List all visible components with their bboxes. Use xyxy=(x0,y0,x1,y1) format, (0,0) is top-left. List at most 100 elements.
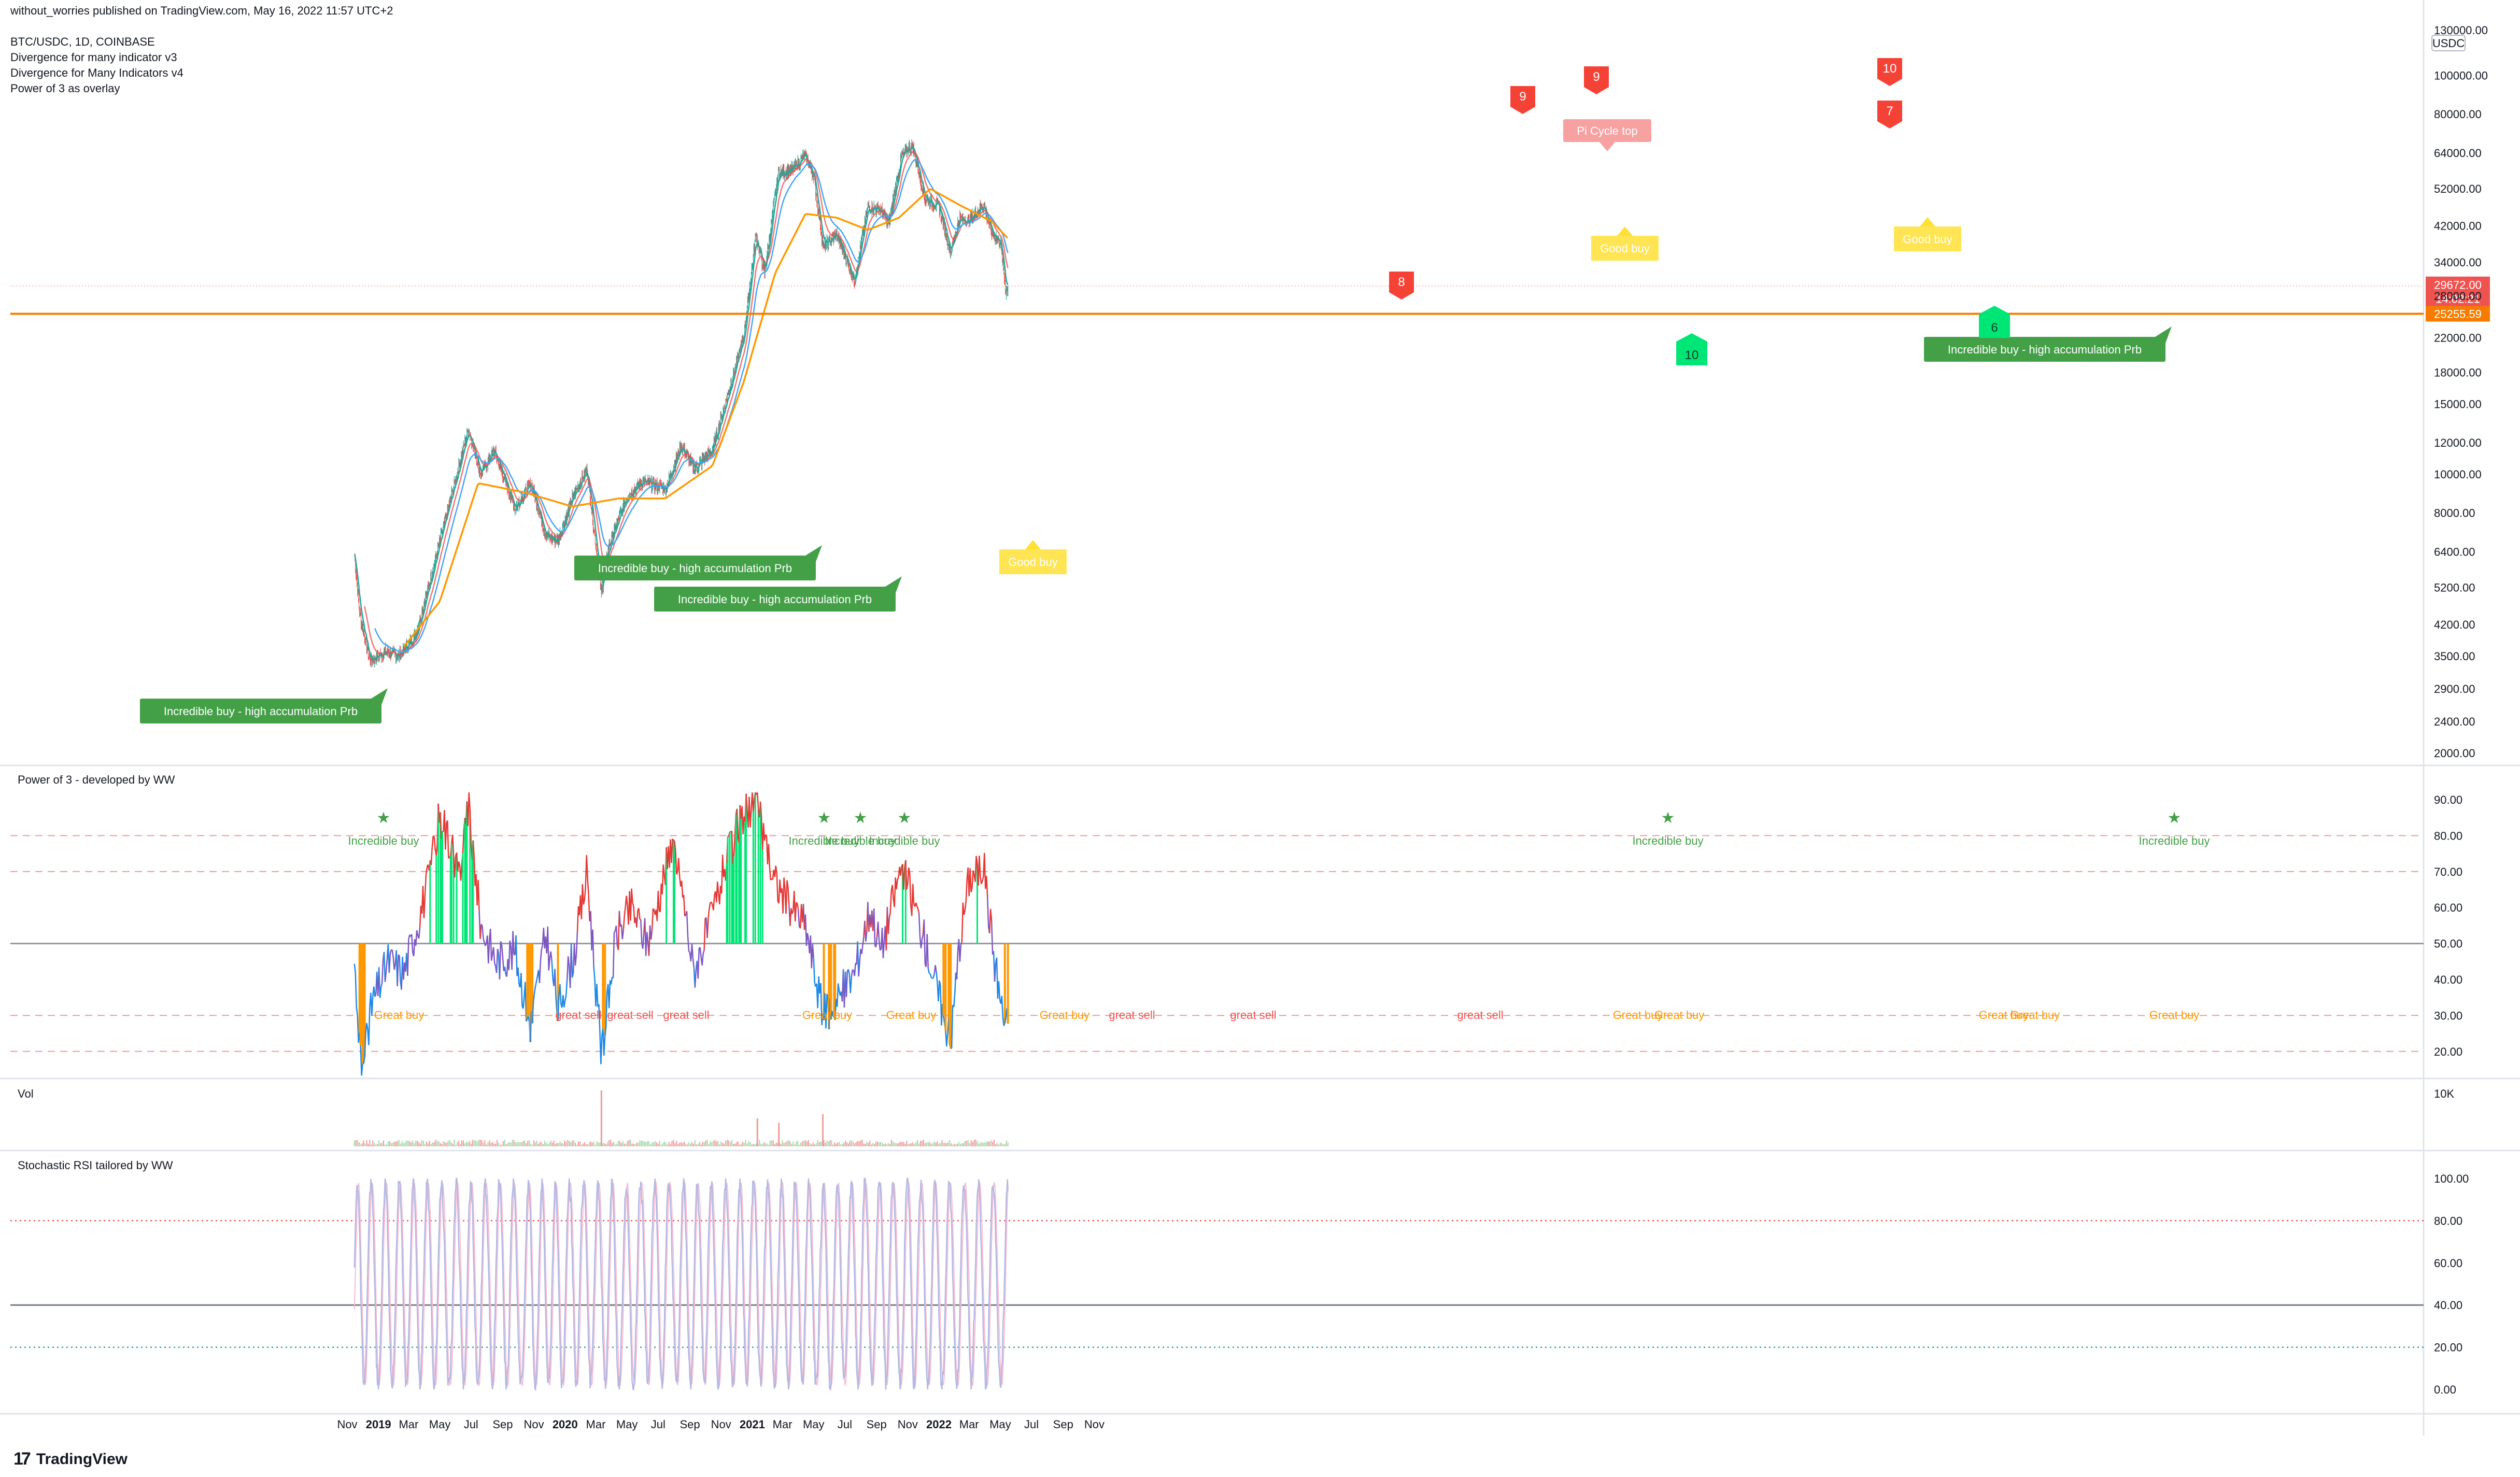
buy-label-text: Incredible buy - high accumulation Prb xyxy=(598,562,792,575)
osc-segment xyxy=(586,855,588,879)
currency-label: USDC xyxy=(2432,37,2465,50)
sell-count-flag xyxy=(1389,272,1414,300)
stoch-rsi-panel xyxy=(10,1177,2424,1391)
time-tick-label: Jul xyxy=(838,1418,852,1431)
osc-segment xyxy=(929,972,931,975)
great-buy-label: Great buy xyxy=(1979,1009,2029,1021)
osc-segment xyxy=(500,941,503,945)
osc-tick-label: 20.00 xyxy=(2434,1045,2462,1058)
price-tick-label: 34000.00 xyxy=(2434,256,2482,269)
time-tick-label: Mar xyxy=(399,1418,418,1431)
volume-panel xyxy=(353,1090,1009,1146)
osc-segment xyxy=(687,936,690,951)
pi-cycle-pointer xyxy=(1599,142,1615,151)
osc-segment xyxy=(489,928,492,961)
osc-segment xyxy=(418,927,421,939)
sell-count-flag xyxy=(1510,86,1535,114)
osc-segment xyxy=(517,967,520,985)
osc-segment xyxy=(621,930,625,940)
osc-segment xyxy=(528,1016,530,1022)
osc-segment xyxy=(932,973,935,978)
osc-segment xyxy=(603,1035,606,1056)
osc-segment xyxy=(896,879,898,890)
osc-segment xyxy=(688,950,690,953)
osc-segment xyxy=(468,792,471,810)
time-tick-label: Mar xyxy=(586,1418,606,1431)
osc-tick-label: 70.00 xyxy=(2434,865,2462,878)
osc-segment xyxy=(364,1032,366,1057)
price-tick-label: 5200.00 xyxy=(2434,581,2475,594)
price-axes: 130000.00 100000.00 80000.00 64000.00 52000.… xyxy=(2431,24,2488,1396)
tradingview-wordmark: TradingView xyxy=(36,1450,128,1468)
good-buy-box xyxy=(1591,236,1659,261)
osc-segment xyxy=(986,897,989,927)
osc-segment xyxy=(504,967,507,975)
osc-segment xyxy=(576,906,579,932)
great-sell-label: great sell xyxy=(1230,1009,1276,1021)
osc-segment xyxy=(946,1033,948,1047)
osc-segment xyxy=(989,908,993,921)
time-tick-label: Sep xyxy=(867,1418,887,1431)
osc-segment xyxy=(960,942,963,945)
time-tick-label: May xyxy=(989,1418,1011,1431)
osc-segment xyxy=(787,887,790,906)
time-tick-label: Nov xyxy=(524,1418,544,1431)
tradingview-icon: 17 xyxy=(13,1449,31,1469)
osc-segment xyxy=(424,874,427,897)
osc-segment xyxy=(460,864,463,881)
price-tick-label: 15000.00 xyxy=(2434,398,2482,411)
time-tick-label: 2020 xyxy=(553,1418,578,1431)
ema-fast-line xyxy=(353,146,1009,661)
osc-segment xyxy=(502,957,505,971)
osc-segment xyxy=(430,847,433,865)
osc-segment xyxy=(795,902,797,921)
osc-segment xyxy=(391,949,394,958)
great-sell-label: great sell xyxy=(555,1009,601,1021)
osc-segment xyxy=(587,878,589,896)
osc-segment xyxy=(953,995,956,1007)
osc-segment xyxy=(974,856,977,882)
incredible-buy-star: ★ xyxy=(817,809,831,827)
buy-label-pointer xyxy=(885,576,902,593)
osc-segment xyxy=(954,972,957,995)
osc-segment xyxy=(447,820,449,859)
great-buy-label: Great buy xyxy=(1613,1009,1663,1021)
osc-segment xyxy=(393,964,396,970)
osc-segment xyxy=(905,860,908,890)
osc-segment xyxy=(965,879,968,901)
osc-segment xyxy=(512,931,515,955)
price-tick-label: 130000.00 xyxy=(2434,24,2488,37)
time-tick-label: Mar xyxy=(959,1418,979,1431)
osc-segment xyxy=(675,850,677,875)
buy-label-text: Incredible buy - high accumulation Prb xyxy=(678,593,872,606)
osc-segment xyxy=(380,983,383,988)
osc-segment xyxy=(425,867,428,875)
osc-segment xyxy=(873,908,876,946)
osc-segment xyxy=(888,913,891,918)
osc-segment xyxy=(897,877,899,880)
time-tick-label: Sep xyxy=(1053,1418,1073,1431)
osc-segment xyxy=(631,888,633,903)
incredible-buy-star: ★ xyxy=(377,809,391,827)
osc-tick-label: 30.00 xyxy=(2434,1009,2462,1022)
osc-segment xyxy=(492,947,495,963)
osc-segment xyxy=(681,880,684,898)
tradingview-logo[interactable]: 17 TradingView xyxy=(13,1449,128,1469)
time-tick-label: 2022 xyxy=(926,1418,952,1431)
osc-segment xyxy=(733,836,736,857)
vol-tick-label: 10K xyxy=(2434,1087,2454,1100)
osc-segment xyxy=(701,953,704,965)
osc-segment xyxy=(939,980,941,986)
great-buy-label: Great buy xyxy=(1040,1009,1090,1021)
osc-segment xyxy=(639,918,642,921)
buy-count-flag xyxy=(1979,306,2010,338)
time-tick-label: Jul xyxy=(1024,1418,1039,1431)
osc-segment xyxy=(559,984,562,1005)
incredible-buy-star: ★ xyxy=(1661,809,1675,827)
osc-segment xyxy=(806,933,810,940)
osc-segment xyxy=(986,876,988,897)
osc-segment xyxy=(479,924,482,939)
osc-segment xyxy=(990,920,994,955)
osc-segment xyxy=(749,810,752,828)
